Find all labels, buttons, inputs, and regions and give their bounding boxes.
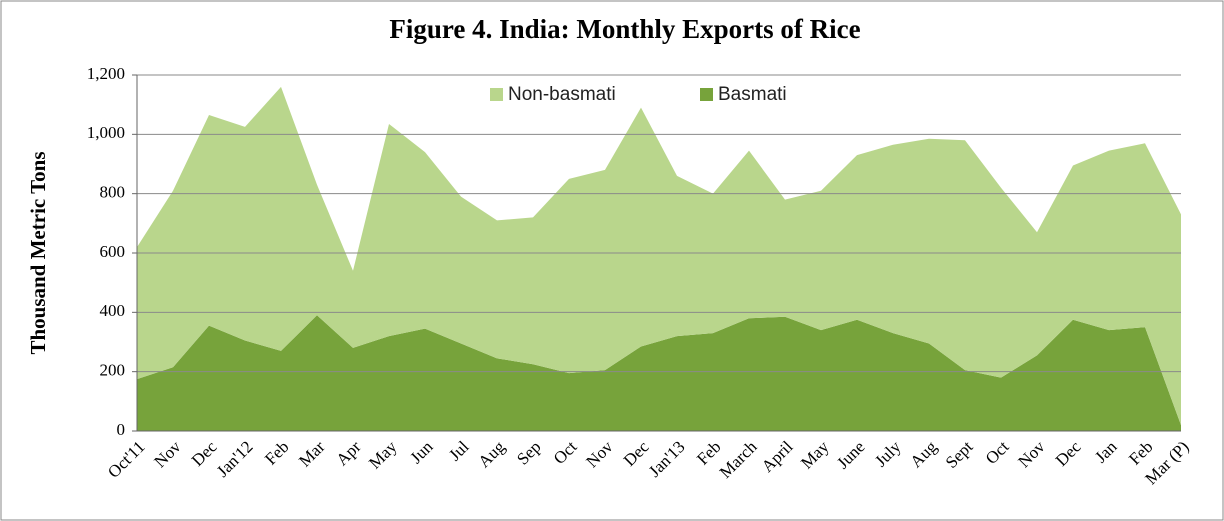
area	[137, 86, 1181, 426]
area	[137, 315, 1181, 431]
legend-label: Non-basmati	[508, 84, 616, 105]
y-tick-label: 200	[100, 361, 126, 380]
y-tick-label: 400	[100, 301, 126, 320]
y-tick-label: 800	[100, 183, 126, 202]
legend-swatch	[490, 88, 503, 101]
y-axis-label: Thousand Metric Tons	[26, 151, 50, 354]
y-tick-label: 1,000	[87, 123, 125, 142]
y-tick-label: 0	[117, 420, 126, 439]
y-tick-label: 1,200	[87, 64, 125, 83]
y-tick-label: 600	[100, 242, 126, 261]
legend-swatch	[700, 88, 713, 101]
legend-label: Basmati	[718, 84, 787, 105]
chart-title: Figure 4. India: Monthly Exports of Rice	[389, 14, 860, 44]
